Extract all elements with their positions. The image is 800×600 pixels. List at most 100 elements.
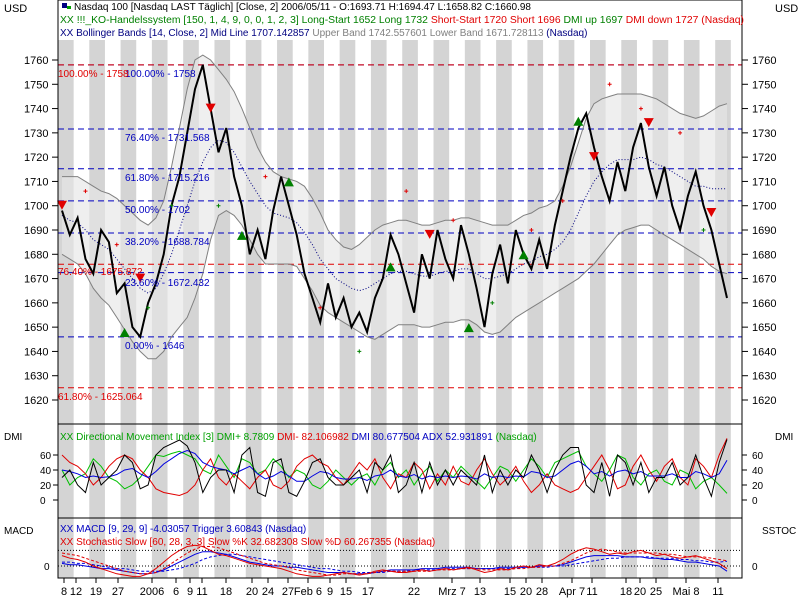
price-tick-label: 1760 (752, 55, 776, 67)
buy-arrow-icon (573, 116, 584, 126)
date-tick-label: 20 (246, 586, 258, 598)
macd-line-slowd (61, 546, 728, 576)
fibonacci-levels-red (58, 64, 742, 389)
price-axis-right: 1620 1630 1640 1650 1660 1670 1680 1690 1700 1710… (742, 55, 776, 407)
price-tick-label: 1660 (24, 298, 48, 310)
sell-arrow-icon (205, 103, 216, 113)
legend-system-long: XX !!!_KO-Handelssystem [150, 1, 4, 9, 0… (60, 15, 431, 26)
signal-cross-icon (83, 189, 88, 194)
date-tick-label: 11 (712, 586, 723, 598)
close-price-line[interactable] (61, 64, 728, 340)
legend-bollinger-source: (Nasdaq) (546, 28, 587, 39)
dmi-line-dmi (61, 450, 728, 494)
macd-left-label: MACD (4, 526, 33, 537)
signal-cross-icon (678, 130, 683, 135)
price-tick-label: 1630 (752, 371, 776, 383)
sell-arrow-icon (643, 118, 654, 128)
buy-arrow-icon (463, 323, 474, 333)
macd-axis-right: 0 (752, 562, 758, 573)
fib-label-0: 0.00% - 1646 (125, 341, 185, 352)
date-tick-label: Feb 6 (294, 586, 322, 598)
signal-cross-icon (216, 203, 221, 208)
dmi-tick-label: 60 (40, 451, 52, 462)
date-tick-label: Apr 7 (559, 586, 585, 598)
price-panel[interactable]: 1620 1630 1640 1650 1660 1670 1680 1690 1700 1710… (24, 54, 776, 407)
macd-legend: XX MACD [9, 29, 9] -4.03057 Trigger 3.60… (60, 524, 306, 535)
signal-markers (57, 82, 717, 354)
macd-panel[interactable]: 0 0 (44, 544, 758, 577)
sell-arrow-icon (589, 152, 599, 162)
bollinger-mid-line (61, 139, 727, 294)
date-tick-label: 28 (536, 586, 548, 598)
red-fib-labels: 100.00% - 1758 76.40% - 1675.872 61.80% … (58, 69, 143, 403)
dmi-legend-minus: DMI- 82.106982 (277, 432, 352, 443)
dmi-right-label: DMI (775, 432, 793, 443)
date-band (58, 40, 74, 578)
price-tick-label: 1640 (24, 346, 48, 358)
legend-swatch-icon-2 (67, 6, 71, 9)
macd-tick-label: 0 (752, 562, 758, 573)
price-tick-label: 1710 (752, 176, 776, 188)
price-tick-label: 1710 (24, 176, 48, 188)
signal-cross-icon (638, 106, 643, 111)
dmi-tick-label: 20 (752, 481, 764, 492)
price-tick-label: 1670 (24, 274, 48, 286)
date-tick-label: 18 (620, 586, 632, 598)
signal-cross-icon (146, 305, 151, 310)
dmi-legend-plus: XX Directional Movement Index [3] DMI+ 8… (60, 432, 277, 443)
signal-cross-icon (263, 174, 268, 179)
signal-cross-icon (490, 300, 495, 305)
legend-system: XX !!!_KO-Handelssystem [150, 1, 4, 9, 0… (60, 15, 744, 26)
date-tick-label: 8 (61, 586, 67, 598)
price-tick-label: 1700 (24, 201, 48, 213)
price-tick-label: 1690 (24, 225, 48, 237)
buy-arrow-icon (385, 262, 396, 272)
price-tick-label: 1680 (752, 249, 776, 261)
macd-axis-left: 0 (44, 562, 50, 573)
dmi-tick-label: 0 (40, 496, 46, 507)
bollinger-upper-band (62, 54, 728, 250)
sell-arrow-icon (706, 208, 717, 217)
fib-label-76: 76.40% - 1731.568 (125, 133, 210, 144)
signal-cross-icon (318, 305, 323, 310)
price-tick-label: 1690 (752, 225, 776, 237)
buy-arrow-icon (119, 328, 130, 337)
signal-cross-icon (560, 198, 565, 203)
date-tick-label: 27 (282, 586, 294, 598)
left-unit-label: USD (4, 3, 27, 15)
date-tick-label: 22 (408, 586, 420, 598)
macd-line-slowk (61, 544, 728, 577)
legend-swatch-icon (62, 3, 67, 8)
price-tick-label: 1720 (24, 152, 48, 164)
price-tick-label: 1680 (24, 249, 48, 261)
red-fib-label-100: 100.00% - 1758 (58, 69, 129, 80)
dmi-tick-label: 40 (752, 466, 764, 477)
date-tick-label: 24 (262, 586, 274, 598)
macd-right-label: SSTOC (762, 526, 796, 537)
macd-tick-label: 0 (44, 562, 50, 573)
dmi-panel[interactable]: 0 20 40 60 0 20 40 60 (40, 438, 764, 507)
price-tick-label: 1630 (24, 371, 48, 383)
fib-label-23: 23.60% - 1672.432 (125, 278, 210, 289)
dmi-line-dmi (61, 438, 728, 497)
dmi-legend-adx: DMI 80.677504 ADX 52.931891 (352, 432, 496, 443)
price-tick-label: 1750 (24, 79, 48, 91)
stochastic-legend: XX Stochastic Slow [60, 28, 3, 3] Slow %… (60, 537, 435, 548)
date-tick-label: 2006 (140, 586, 164, 598)
dmi-lines (61, 438, 728, 498)
date-tick-label: 15 (504, 586, 516, 598)
signal-cross-icon (607, 82, 612, 87)
dmi-line-dmi (61, 439, 728, 498)
signal-cross-icon (357, 349, 362, 354)
date-tick-label: 17 (362, 586, 374, 598)
price-tick-label: 1650 (752, 322, 776, 334)
right-unit-label: USD (775, 3, 798, 15)
date-tick-label: 27 (112, 586, 124, 598)
date-axis: 8 12 19 27 2006 6 9 11 18 20 24 27 Feb 6 9 15 17 22 Mrz 7… (61, 578, 724, 598)
buy-arrow-icon (518, 250, 529, 260)
date-tick-label: 15 (340, 586, 352, 598)
legend-system-dmiup: DMI up 1697 (563, 15, 625, 26)
price-tick-label: 1730 (752, 128, 776, 140)
legend-instrument: Nasdaq 100 [Nasdaq LAST Täglich] [Close,… (74, 2, 531, 13)
date-tick-label: 12 (70, 586, 82, 598)
